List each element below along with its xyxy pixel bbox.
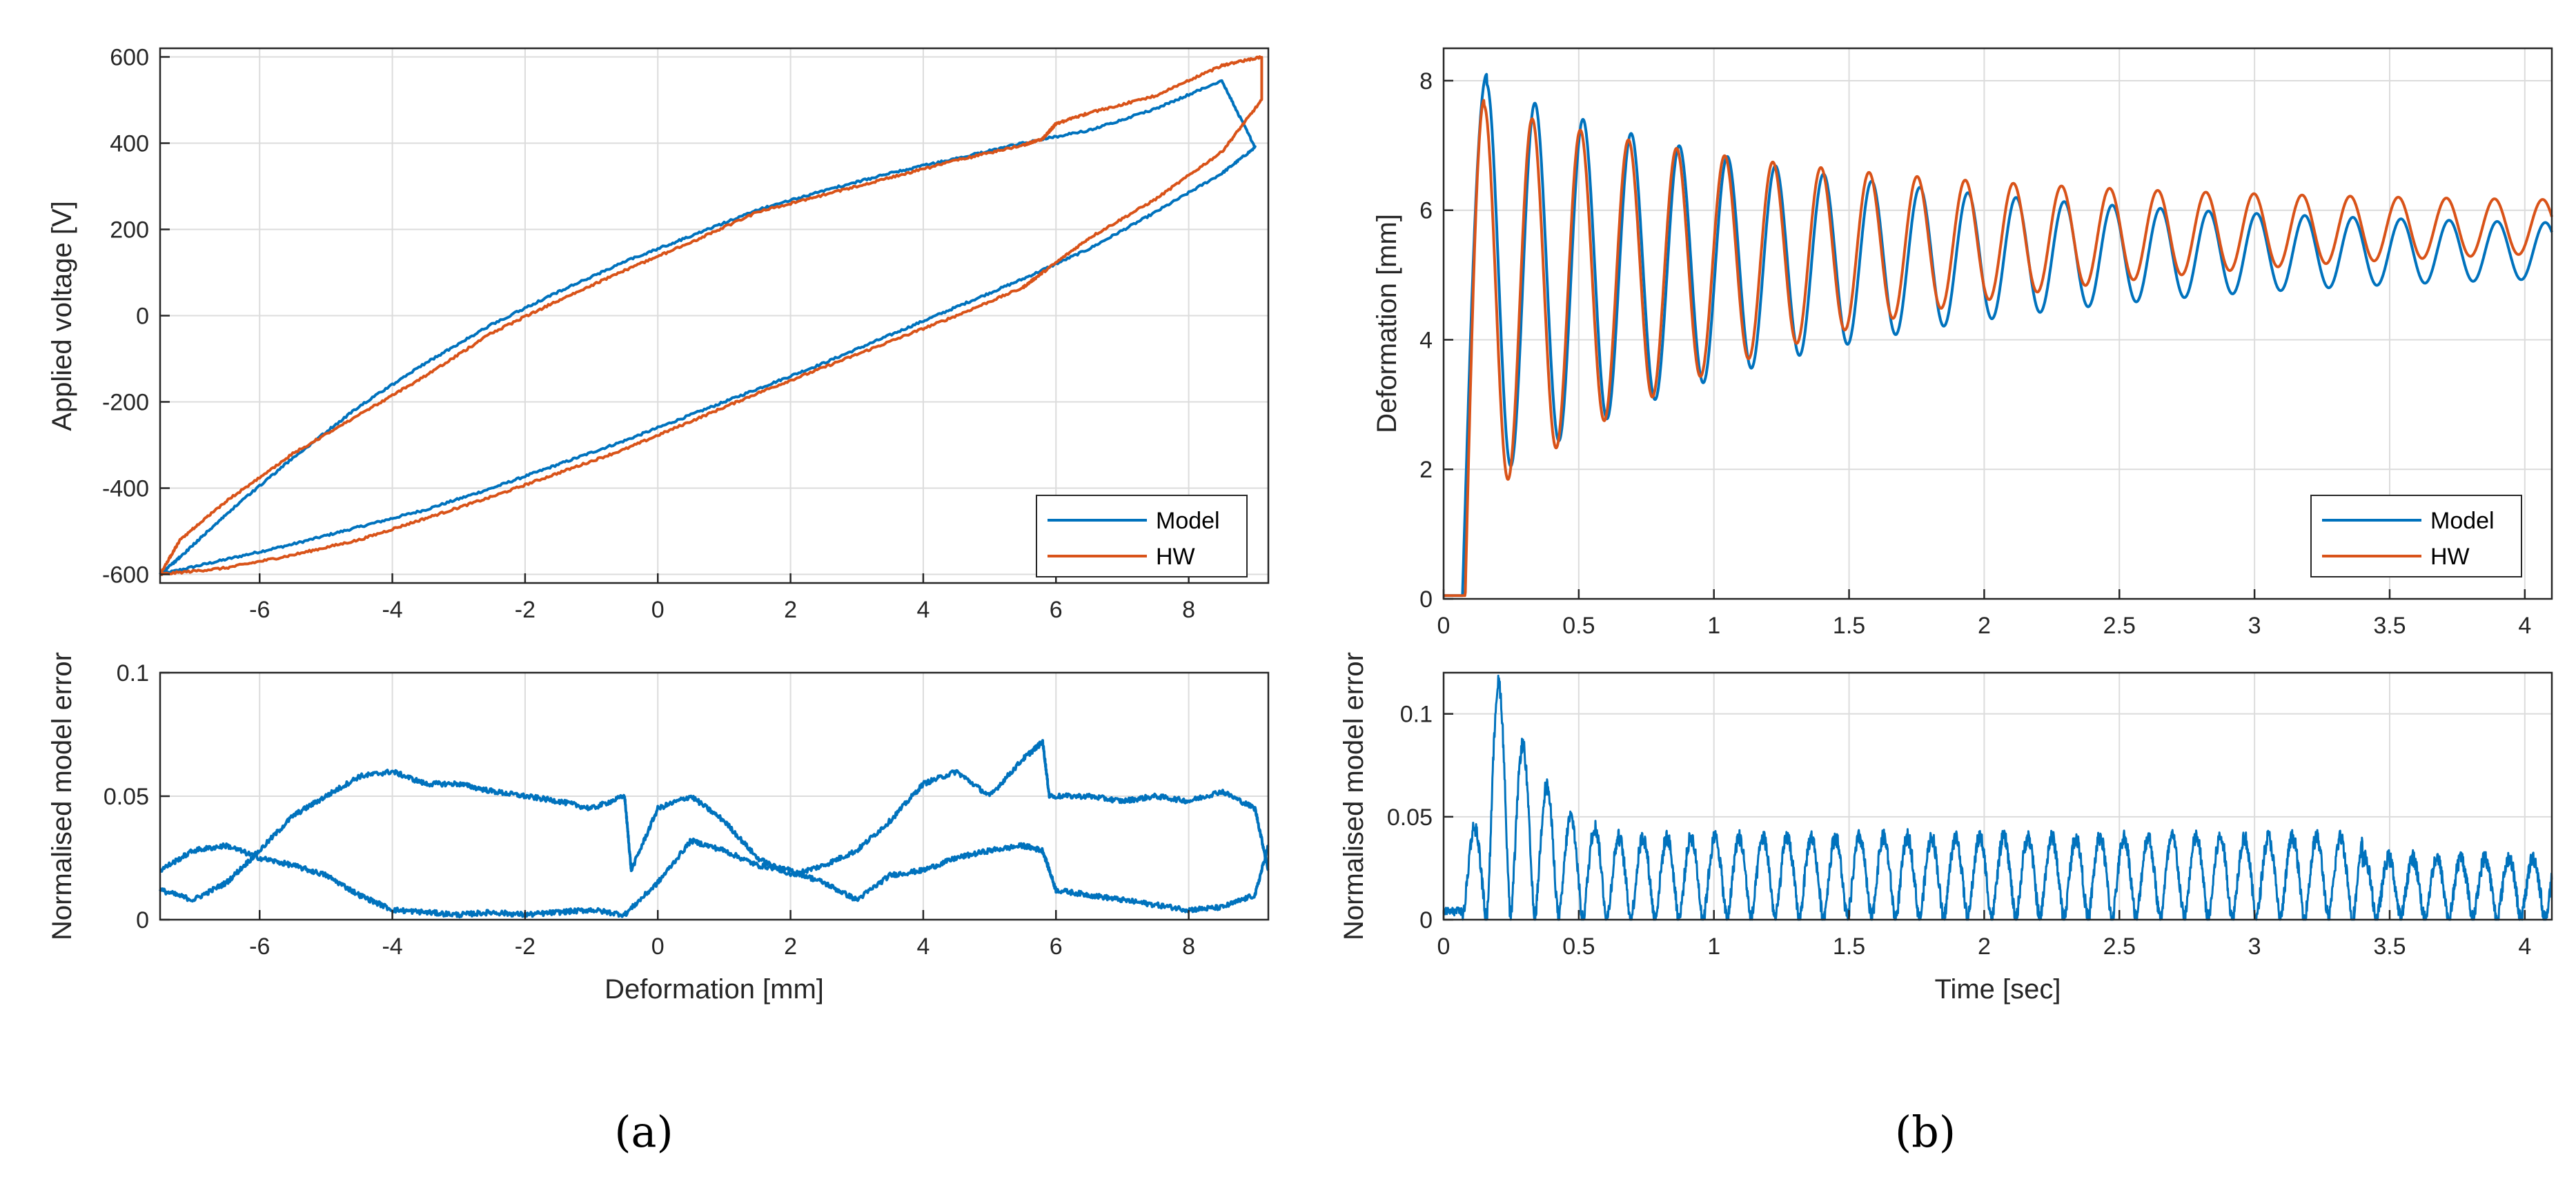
x-tick-label: -4	[382, 933, 402, 960]
x-tick-label: 4	[916, 933, 930, 960]
y-tick-label: 0	[136, 907, 149, 933]
panel-a-bottom-chart: -6 -4 -2 0 2 4 6 8 0 0.05 0.1 Deformation [mm] Nor…	[47, 652, 1270, 1005]
y-tick-label: 0.05	[1387, 804, 1433, 831]
y-tick-label: 0.05	[104, 784, 149, 810]
x-tick-label: 0.5	[1562, 933, 1595, 960]
x-tick-label: 2	[784, 933, 797, 960]
y-tick-label: -400	[102, 476, 149, 502]
y-tick-label: 0.1	[1400, 702, 1433, 728]
y-tick-label: 6	[1419, 198, 1433, 224]
x-tick-label: 4	[916, 597, 930, 623]
x-tick-label: 0	[651, 933, 665, 960]
y-tick-label: -200	[102, 390, 149, 416]
series-lines	[159, 55, 1264, 576]
tick-labels: 0 0.5 1 1.5 2 2.5 3 3.5 4 0 2 4 6 8	[1419, 68, 2531, 639]
x-tick-label: 3	[2248, 613, 2261, 639]
x-tick-label: 3.5	[2373, 933, 2406, 960]
x-tick-label: -2	[515, 933, 535, 960]
x-tick-label: 1.5	[1833, 613, 1865, 639]
x-tick-label: 0	[1437, 613, 1451, 639]
x-tick-label: 6	[1050, 933, 1063, 960]
legend-hw-label: HW	[2430, 544, 2470, 570]
x-tick-label: 1.5	[1833, 933, 1865, 960]
x-tick-label: -4	[382, 597, 402, 623]
x-tick-label: -6	[249, 597, 270, 623]
x-tick-label: 2.5	[2103, 933, 2136, 960]
y-tick-label: 400	[110, 131, 149, 157]
x-tick-label: 1	[1707, 613, 1720, 639]
y-axis-label: Applied voltage [V]	[47, 201, 77, 431]
y-tick-label: 600	[110, 45, 149, 71]
x-tick-label: -2	[515, 597, 535, 623]
y-tick-label: 2	[1419, 457, 1433, 483]
x-tick-label: -6	[249, 933, 270, 960]
y-tick-label: 0	[136, 304, 149, 330]
series-lines	[1442, 72, 2553, 597]
x-tick-label: 2	[1978, 933, 1991, 960]
series-lines	[1442, 674, 2553, 921]
y-tick-label: 200	[110, 217, 149, 244]
y-tick-label: 0	[1419, 907, 1433, 933]
y-axis-label: Normalised model error	[1339, 652, 1369, 940]
y-axis-label: Deformation [mm]	[1372, 214, 1402, 433]
grid-lines	[1443, 673, 2552, 920]
x-tick-label: 3.5	[2373, 613, 2406, 639]
series-lines	[159, 739, 1270, 919]
tick-labels: -6 -4 -2 0 2 4 6 8 0 0.05 0.1	[104, 660, 1195, 960]
tick-labels: 0 0.5 1 1.5 2 2.5 3 3.5 4 0 0.05 0.1	[1387, 702, 2531, 960]
x-tick-label: 0	[1437, 933, 1451, 960]
y-axis-label: Normalised model error	[47, 652, 77, 940]
series-line-hw	[1442, 99, 2553, 597]
x-tick-label: 2	[1978, 613, 1991, 639]
legend-model-label: Model	[2430, 508, 2495, 534]
x-tick-label: 2.5	[2103, 613, 2136, 639]
legend-box	[2310, 495, 2522, 577]
y-tick-label: 4	[1419, 327, 1433, 353]
legend-hw-label: HW	[1156, 544, 1195, 570]
series-line-model	[159, 79, 1257, 576]
legend-model-label: Model	[1156, 508, 1220, 534]
series-line-upper-branch-error	[159, 739, 1270, 903]
y-tick-label: 0.1	[117, 660, 149, 686]
tick-labels: -6 -4 -2 0 2 4 6 8 -600 -400 -200 0 200 400 600	[102, 45, 1195, 624]
series-line-lower-branch-error	[159, 838, 1270, 919]
x-axis-label: Time [sec]	[1935, 974, 2061, 1005]
y-tick-label: 0	[1419, 586, 1433, 613]
plot-frame	[1442, 671, 2553, 921]
x-tick-label: 4	[2518, 613, 2531, 639]
panel-label-b: (b)	[1895, 1107, 1956, 1157]
x-tick-label: 8	[1182, 597, 1195, 623]
y-tick-label: 8	[1419, 68, 1433, 95]
panel-a-top-chart: -6 -4 -2 0 2 4 6 8 -600 -400 -200 0 200 400 600 Applie…	[47, 45, 1270, 624]
x-tick-label: 8	[1182, 933, 1195, 960]
x-tick-label: 6	[1050, 597, 1063, 623]
legend: Model HW	[1036, 495, 1248, 577]
x-tick-label: 0.5	[1562, 613, 1595, 639]
plot-frame	[1442, 47, 2553, 600]
x-tick-label: 1	[1707, 933, 1720, 960]
legend: Model HW	[2310, 495, 2522, 577]
x-tick-label: 4	[2518, 933, 2531, 960]
series-line-hw	[159, 55, 1264, 576]
x-axis-label: Deformation [mm]	[604, 974, 824, 1005]
y-tick-label: -600	[102, 562, 149, 589]
legend-box	[1036, 495, 1248, 577]
x-tick-label: 2	[784, 597, 797, 623]
x-tick-label: 0	[651, 597, 665, 623]
x-tick-label: 3	[2248, 933, 2261, 960]
panel-b-bottom-chart: 0 0.5 1 1.5 2 2.5 3 3.5 4 0 0.05 0.1 Time [sec] Nor…	[1339, 652, 2553, 1005]
panel-label-a: (a)	[614, 1107, 673, 1157]
grid-lines	[160, 48, 1268, 583]
series-line-error	[1442, 674, 2553, 921]
